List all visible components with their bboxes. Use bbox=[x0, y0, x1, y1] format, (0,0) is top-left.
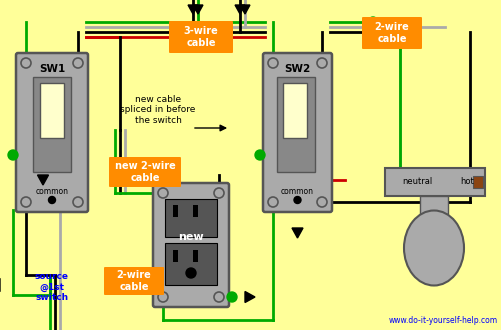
Circle shape bbox=[316, 58, 326, 68]
Text: source
@1st
switch: source @1st switch bbox=[35, 272, 69, 302]
Circle shape bbox=[213, 292, 223, 302]
Text: 2-wire
cable: 2-wire cable bbox=[116, 270, 151, 292]
Circle shape bbox=[268, 58, 278, 68]
Ellipse shape bbox=[403, 211, 463, 285]
FancyBboxPatch shape bbox=[104, 267, 164, 295]
Circle shape bbox=[158, 292, 168, 302]
Text: neutral: neutral bbox=[401, 178, 431, 186]
Text: hot: hot bbox=[459, 178, 473, 186]
FancyBboxPatch shape bbox=[169, 21, 232, 53]
Polygon shape bbox=[193, 5, 202, 14]
Circle shape bbox=[255, 150, 265, 160]
Text: new cable
spliced in before
the switch: new cable spliced in before the switch bbox=[120, 95, 195, 125]
Circle shape bbox=[316, 197, 326, 207]
Polygon shape bbox=[239, 5, 249, 14]
Bar bbox=[165, 243, 216, 285]
Circle shape bbox=[73, 197, 83, 207]
Bar bbox=[419, 196, 447, 214]
Circle shape bbox=[294, 196, 301, 204]
Bar bbox=[277, 77, 314, 172]
Bar bbox=[472, 176, 482, 188]
FancyBboxPatch shape bbox=[16, 53, 88, 212]
Bar bbox=[192, 205, 197, 217]
Bar bbox=[165, 199, 216, 237]
Circle shape bbox=[213, 188, 223, 198]
Bar bbox=[173, 250, 178, 262]
FancyBboxPatch shape bbox=[153, 183, 228, 307]
Polygon shape bbox=[188, 5, 197, 14]
FancyBboxPatch shape bbox=[109, 157, 181, 187]
Text: SW1: SW1 bbox=[39, 64, 65, 74]
Text: 2-wire
cable: 2-wire cable bbox=[374, 22, 408, 44]
Polygon shape bbox=[234, 5, 244, 14]
Circle shape bbox=[21, 197, 31, 207]
Bar bbox=[192, 250, 197, 262]
Text: common: common bbox=[36, 187, 68, 196]
Circle shape bbox=[367, 17, 377, 27]
Text: www.do-it-yourself-help.com: www.do-it-yourself-help.com bbox=[388, 316, 497, 325]
Text: new: new bbox=[178, 232, 203, 242]
Text: 3-wire
cable: 3-wire cable bbox=[183, 26, 218, 48]
Circle shape bbox=[49, 196, 56, 204]
Polygon shape bbox=[292, 228, 303, 238]
FancyBboxPatch shape bbox=[263, 53, 331, 212]
Text: new 2-wire
cable: new 2-wire cable bbox=[114, 161, 175, 183]
Circle shape bbox=[158, 188, 168, 198]
Bar bbox=[384, 168, 484, 196]
Circle shape bbox=[186, 268, 195, 278]
Bar bbox=[40, 83, 64, 138]
Circle shape bbox=[268, 197, 278, 207]
Text: SW2: SW2 bbox=[284, 64, 310, 74]
Circle shape bbox=[8, 150, 18, 160]
Bar bbox=[173, 205, 178, 217]
Bar bbox=[283, 83, 307, 138]
Text: common: common bbox=[281, 187, 313, 196]
Polygon shape bbox=[38, 175, 49, 185]
Circle shape bbox=[21, 58, 31, 68]
Bar bbox=[33, 77, 71, 172]
Circle shape bbox=[226, 292, 236, 302]
Polygon shape bbox=[244, 291, 255, 303]
Circle shape bbox=[73, 58, 83, 68]
FancyBboxPatch shape bbox=[361, 17, 421, 49]
